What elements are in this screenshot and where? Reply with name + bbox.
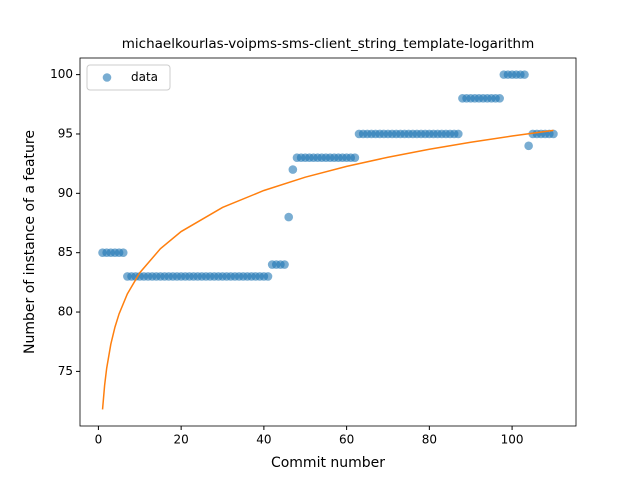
y-tick-label: 100 bbox=[50, 67, 73, 81]
x-tick-label: 100 bbox=[501, 433, 524, 447]
fit-line bbox=[101, 129, 554, 410]
data-point bbox=[495, 94, 504, 103]
x-tick-label: 40 bbox=[256, 433, 271, 447]
y-tick-label: 85 bbox=[58, 245, 73, 259]
x-tick-label: 60 bbox=[339, 433, 354, 447]
y-tick-label: 75 bbox=[58, 364, 73, 378]
data-point bbox=[520, 70, 529, 79]
y-tick-label: 80 bbox=[58, 305, 73, 319]
y-axis-label: Number of instance of a feature bbox=[22, 130, 38, 354]
data-point bbox=[524, 141, 533, 151]
data-point bbox=[118, 248, 128, 257]
data-point bbox=[454, 129, 463, 139]
legend-label: data bbox=[131, 70, 158, 84]
y-tick-label: 90 bbox=[58, 186, 73, 200]
x-tick-label: 20 bbox=[174, 433, 189, 447]
data-point bbox=[288, 165, 298, 174]
legend-marker bbox=[102, 73, 112, 82]
data-point bbox=[280, 260, 289, 269]
x-tick-label: 80 bbox=[422, 433, 437, 447]
data-point bbox=[549, 129, 558, 139]
data-point bbox=[263, 272, 273, 281]
data-point bbox=[350, 153, 360, 163]
chart-title: michaelkourlas-voipms-sms-client_string_… bbox=[122, 36, 535, 52]
data-point bbox=[284, 212, 294, 222]
x-tick-label: 0 bbox=[95, 433, 103, 447]
y-tick-label: 95 bbox=[58, 126, 73, 140]
x-axis-label: Commit number bbox=[271, 455, 385, 471]
plot-frame bbox=[79, 57, 577, 427]
legend-box bbox=[86, 64, 171, 91]
